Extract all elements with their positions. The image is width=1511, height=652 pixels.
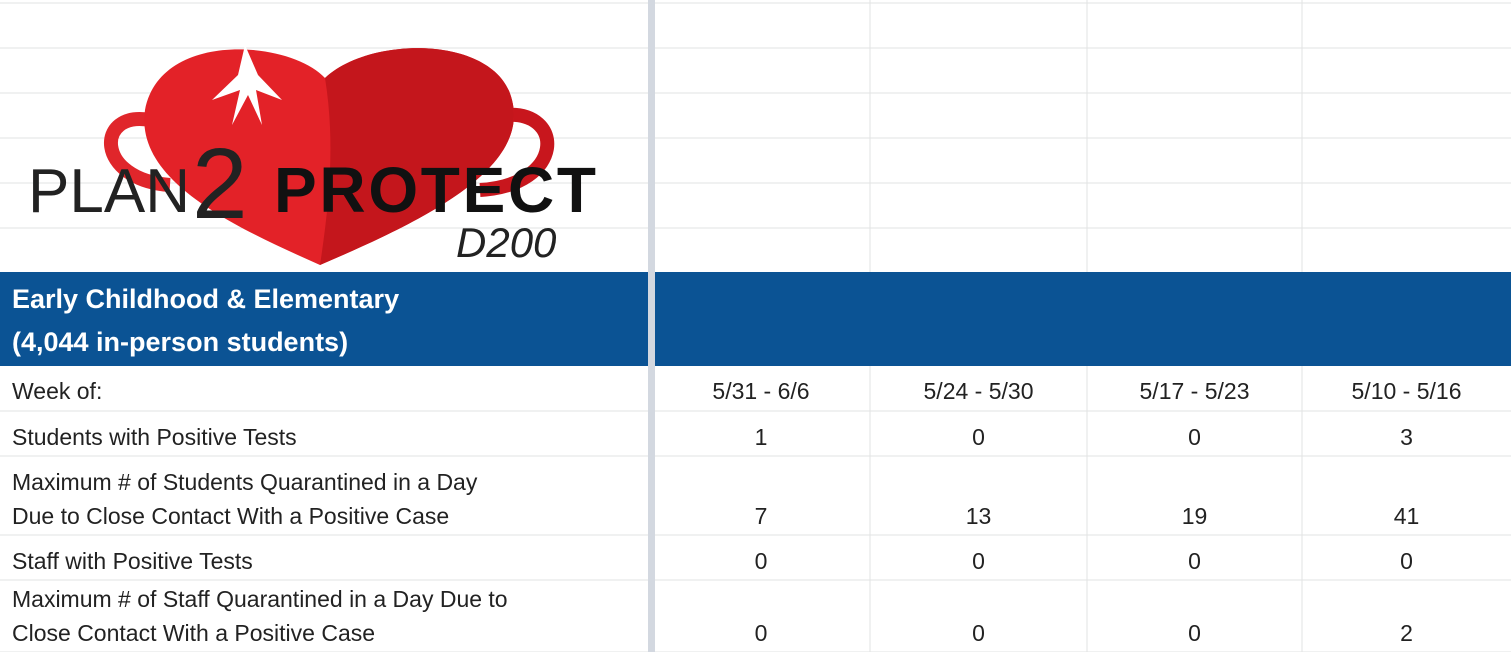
section-header	[0, 272, 1511, 366]
cell-value: 41	[1394, 503, 1420, 529]
mask-strap-right	[479, 107, 555, 197]
cell-value: 7	[755, 503, 768, 529]
cell-value: 0	[1400, 548, 1413, 574]
cell-value: 0	[1188, 620, 1201, 646]
column-header: 5/24 - 5/30	[924, 378, 1034, 404]
cell-value: 0	[972, 548, 985, 574]
cell-value: 1	[755, 424, 768, 450]
logo-district: D200	[456, 219, 557, 266]
section-title: Early Childhood & Elementary	[12, 284, 399, 314]
row-label: Maximum # of Students Quarantined in a D…	[12, 469, 478, 495]
table: Week of: 5/31 - 6/6 5/24 - 5/30 5/17 - 5/23…	[12, 378, 1461, 646]
row-label: Staff with Positive Tests	[12, 548, 253, 574]
row-label: Maximum # of Staff Quarantined in a Day …	[12, 586, 508, 612]
cell-value: 0	[1188, 424, 1201, 450]
cell-value: 0	[755, 620, 768, 646]
cell-value: 0	[972, 424, 985, 450]
mask-strap-left	[104, 112, 171, 192]
cell-value: 0	[1188, 548, 1201, 574]
logo-protect: PROTECT	[274, 154, 596, 226]
logo: PLAN 2 PROTECT D200	[28, 45, 596, 266]
logo-two: 2	[192, 128, 248, 240]
cell-value: 3	[1400, 424, 1413, 450]
section-title: (4,044 in-person students)	[12, 327, 348, 357]
row-label: Close Contact With a Positive Case	[12, 620, 375, 646]
frozen-divider	[648, 0, 655, 652]
cell-value: 13	[966, 503, 992, 529]
cell-value: 0	[972, 620, 985, 646]
logo-emblem	[212, 45, 282, 125]
logo-plan: PLAN	[28, 157, 190, 226]
column-header: 5/10 - 5/16	[1352, 378, 1462, 404]
cell-value: 2	[1400, 620, 1413, 646]
row-header: Week of:	[12, 378, 102, 404]
column-header: 5/31 - 6/6	[712, 378, 809, 404]
cell-value: 0	[755, 548, 768, 574]
row-label: Due to Close Contact With a Positive Cas…	[12, 503, 449, 529]
cell-value: 19	[1182, 503, 1208, 529]
column-header: 5/17 - 5/23	[1140, 378, 1250, 404]
heart-shade	[320, 48, 514, 266]
row-label: Students with Positive Tests	[12, 424, 297, 450]
